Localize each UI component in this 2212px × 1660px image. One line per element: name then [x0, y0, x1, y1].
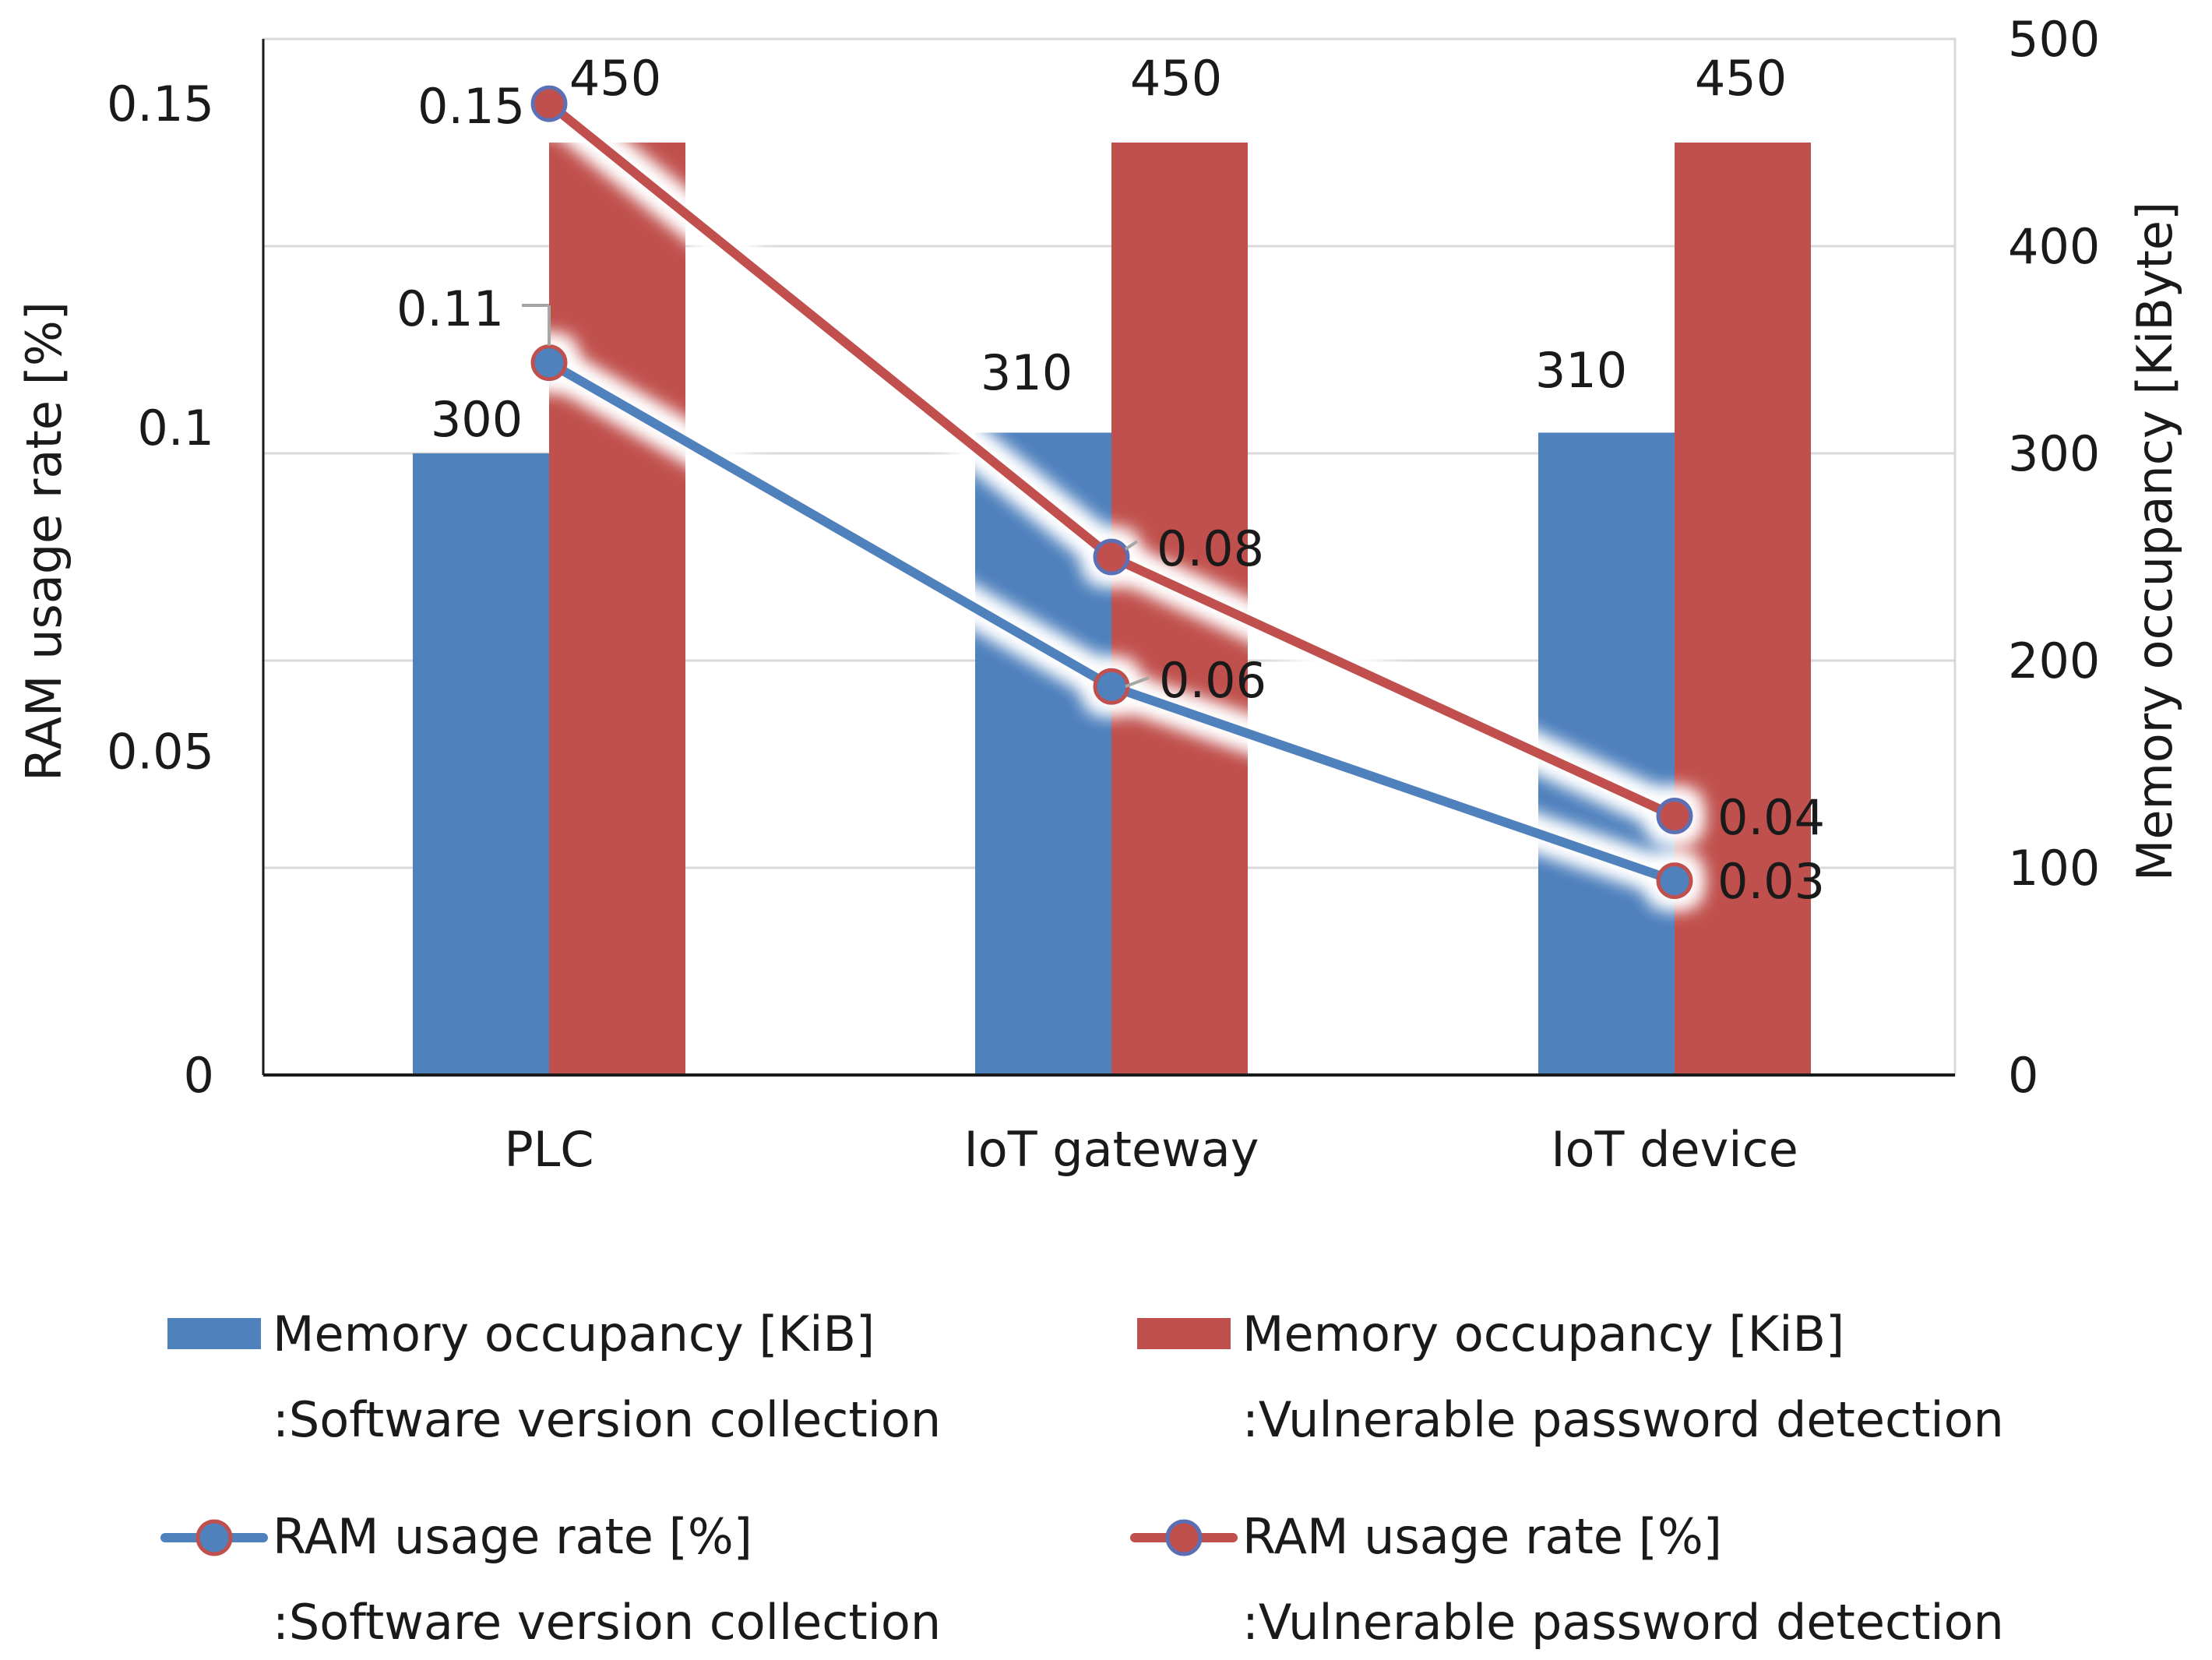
line-point [530, 85, 568, 122]
line-data-label: 0.03 [1717, 853, 1825, 910]
legend-label: RAM usage rate [%] [273, 1508, 752, 1565]
plot-frame [262, 37, 1957, 1077]
right-tick-label: 100 [2008, 840, 2100, 897]
legend-sublabel: :Vulnerable password detection [1242, 1594, 2004, 1651]
left-axis-title: RAM usage rate [%] [16, 301, 72, 781]
bar [1538, 432, 1675, 1075]
axes: 0 0.05 0.1 0.15 0 100 200 300 400 500 PLC IoT gatew… [107, 11, 2100, 1178]
legend-marker-line-password [1165, 1519, 1203, 1556]
left-tick-label: 0.15 [107, 76, 214, 132]
right-tick-label: 0 [2008, 1047, 2038, 1104]
bar-data-label: 310 [981, 344, 1073, 401]
right-tick-label: 200 [2008, 633, 2100, 689]
line-data-label: 0.04 [1717, 789, 1825, 846]
leader-lines [522, 304, 1150, 689]
line-data-label: 0.06 [1159, 652, 1266, 709]
legend-swatch-bar-password [1137, 1318, 1231, 1349]
bar [1675, 143, 1811, 1075]
legend-label: Memory occupancy [KiB] [273, 1306, 875, 1362]
line-point [1093, 668, 1130, 705]
bar [413, 453, 549, 1075]
left-tick-label: 0 [184, 1047, 214, 1104]
bar-data-label: 300 [431, 391, 523, 448]
line-data-label: 0.08 [1157, 520, 1264, 577]
left-tick-label: 0.1 [137, 400, 214, 456]
legend-item-line-password: RAM usage rate [%] :Vulnerable password … [1130, 1508, 2004, 1651]
bar [975, 432, 1111, 1075]
legend-sublabel: :Software version collection [273, 1594, 941, 1651]
right-axis-title: Memory occupancy [KiByte] [2126, 202, 2183, 881]
right-tick-label: 400 [2008, 218, 2100, 275]
bar-data-label: 450 [1130, 50, 1222, 107]
leader-line [1124, 540, 1139, 551]
line-point [1656, 798, 1693, 834]
category-label: IoT gateway [964, 1121, 1259, 1178]
data-labels: 300 310 310 450 450 450 0.11 0.06 0.03 0.15 0.08 0.… [396, 50, 1825, 910]
legend-label: RAM usage rate [%] [1242, 1508, 1722, 1565]
lines [530, 85, 1693, 900]
line-point [530, 344, 568, 382]
legend-label: Memory occupancy [KiB] [1242, 1306, 1844, 1362]
bar-data-label: 450 [1695, 50, 1787, 107]
line-point [1093, 538, 1130, 576]
legend-item-bar-software: Memory occupancy [KiB] :Software version… [167, 1306, 941, 1448]
left-tick-label: 0.05 [107, 723, 214, 780]
legend-item-line-software: RAM usage rate [%] :Software version col… [160, 1508, 941, 1651]
right-tick-label: 300 [2008, 425, 2100, 482]
bars [413, 143, 1811, 1075]
right-tick-label: 500 [2008, 11, 2100, 68]
legend: Memory occupancy [KiB] :Software version… [160, 1306, 2004, 1651]
bar-data-label: 310 [1535, 342, 1627, 399]
category-label: IoT device [1551, 1121, 1798, 1178]
bar-data-label: 450 [569, 50, 661, 107]
bar [549, 143, 685, 1075]
line-data-label: 0.11 [396, 280, 504, 337]
line-data-label: 0.15 [417, 78, 525, 135]
category-label: PLC [504, 1121, 594, 1178]
leader-line [1125, 676, 1150, 689]
legend-swatch-bar-software [167, 1318, 261, 1349]
legend-sublabel: :Software version collection [273, 1391, 941, 1448]
legend-marker-line-software [195, 1519, 233, 1556]
line-point [1656, 862, 1693, 900]
legend-sublabel: :Vulnerable password detection [1242, 1391, 2004, 1448]
legend-item-bar-password: Memory occupancy [KiB] :Vulnerable passw… [1137, 1306, 2004, 1448]
